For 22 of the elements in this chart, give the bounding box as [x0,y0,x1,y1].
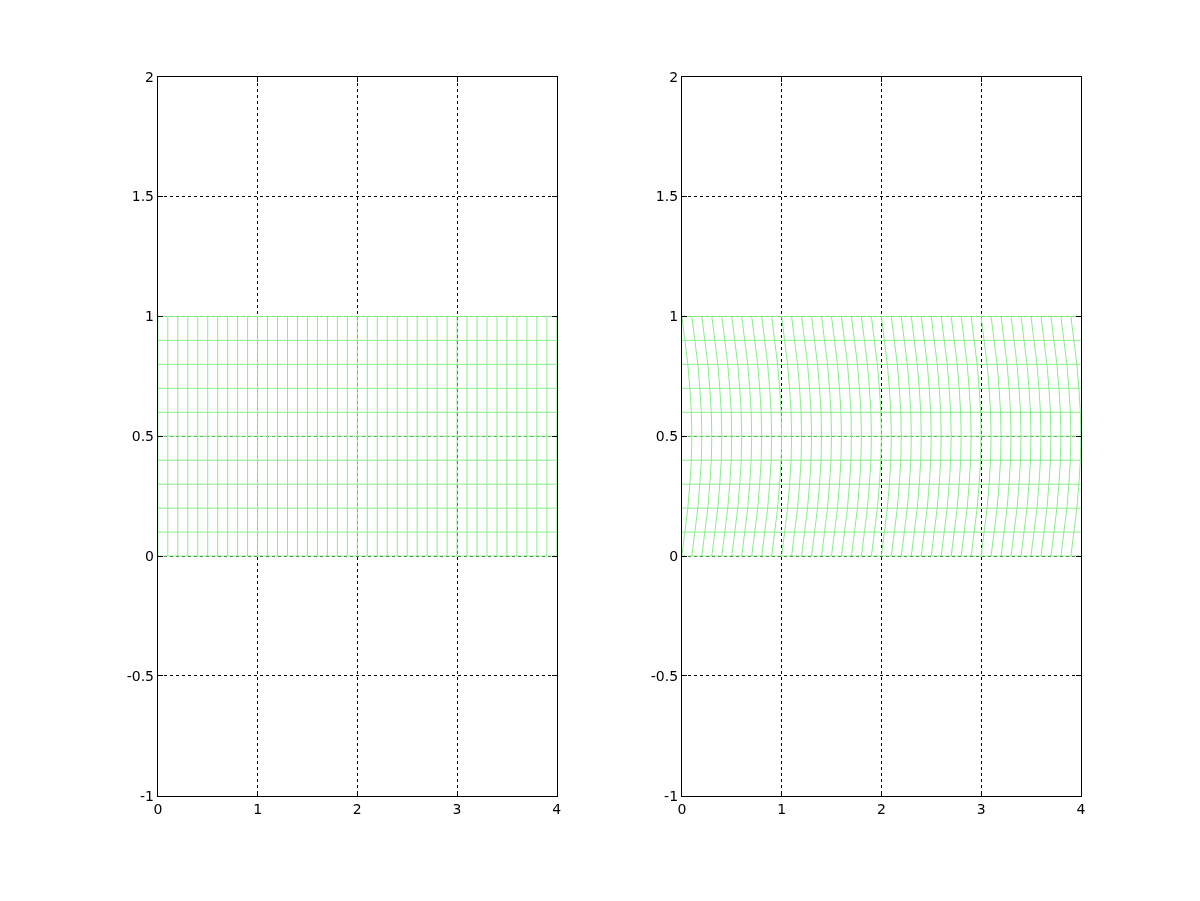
x-tick-label: 4 [552,800,562,817]
y-tick-label: 2 [145,68,155,85]
y-tick-label: -0.5 [650,667,679,684]
y-tick-label: 1.5 [131,188,155,205]
y-tick-label: 0.5 [131,428,155,445]
x-tick-label: 1 [253,800,263,817]
y-tick-label: 0 [669,547,679,564]
y-tick-label: 0 [145,547,155,564]
y-tick-label: 0.5 [655,428,679,445]
x-tick-label: 2 [352,800,362,817]
x-tick-label: 3 [452,800,462,817]
x-tick-label: 3 [976,800,986,817]
x-tick-label: 4 [1076,800,1086,817]
x-tick-label: 2 [876,800,886,817]
y-tick-label: 1 [145,308,155,325]
x-tick-label: 1 [777,800,787,817]
y-tick-label: -1 [664,787,679,804]
y-tick-label: -0.5 [126,667,155,684]
y-tick-label: 1.5 [655,188,679,205]
y-tick-label: 1 [669,308,679,325]
y-tick-label: 2 [669,68,679,85]
y-tick-label: -1 [140,787,155,804]
